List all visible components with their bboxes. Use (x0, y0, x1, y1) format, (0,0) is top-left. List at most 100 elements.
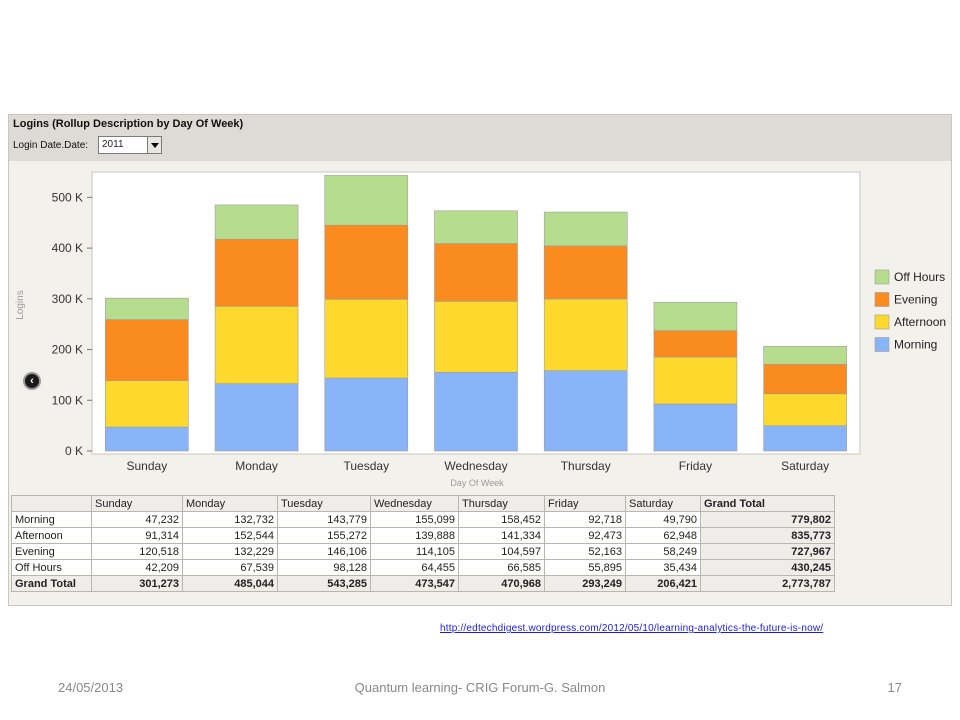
y-axis-label: Logins (15, 290, 26, 319)
y-tick-label: 400 K (52, 241, 83, 255)
bar-segment-afternoon-wednesday[interactable] (434, 301, 518, 373)
column-header[interactable]: Saturday (625, 495, 701, 512)
column-header[interactable]: Grand Total (700, 495, 835, 512)
year-select[interactable]: 2011 (98, 136, 162, 154)
bar-segment-off-hours-sunday[interactable] (105, 297, 189, 320)
row-header[interactable]: Morning (11, 511, 92, 528)
table-cell: 835,773 (700, 527, 835, 544)
table-cell: 91,314 (91, 527, 183, 544)
table-cell: 143,779 (277, 511, 371, 528)
table-cell: 206,421 (625, 575, 701, 592)
table-cell: 66,585 (458, 559, 545, 576)
x-axis: Sunday Monday Tuesday Wednesday Thursday Frid… (127, 459, 830, 473)
table-row: Morning 47,232 132,732 143,779 155,099 158,45… (11, 511, 835, 528)
column-header[interactable]: Monday (182, 495, 278, 512)
table-cell: 473,547 (370, 575, 459, 592)
bar-segment-evening-monday[interactable] (214, 238, 299, 307)
bar-segment-evening-tuesday[interactable] (324, 224, 409, 300)
table-header-row: Sunday Monday Tuesday Wednesday Thursday Frid… (11, 495, 835, 512)
legend-label: Evening (894, 293, 937, 307)
row-header[interactable]: Off Hours (11, 559, 92, 576)
x-axis-label: Day Of Week (450, 478, 504, 488)
table-cell: 293,249 (544, 575, 626, 592)
y-axis: 0 K 100 K 200 K 300 K 400 K 500 K (52, 190, 92, 458)
footer-title: Quantum learning- CRIG Forum-G. Salmon (354, 680, 606, 695)
panel-title: Logins (Rollup Description by Day Of Wee… (13, 118, 244, 130)
table-row: Evening 120,518 132,229 146,106 114,105 104,5… (11, 543, 835, 560)
row-header[interactable]: Grand Total (11, 575, 92, 592)
table-cell: 64,455 (370, 559, 459, 576)
x-tick-label: Saturday (781, 459, 829, 473)
table-cell: 2,773,787 (700, 575, 835, 592)
column-header[interactable]: Tuesday (277, 495, 371, 512)
table-cell: 98,128 (277, 559, 371, 576)
bar-segment-evening-sunday[interactable] (105, 319, 189, 382)
column-header[interactable]: Wednesday (370, 495, 459, 512)
x-tick-label: Wednesday (444, 459, 507, 473)
source-link[interactable]: http://edtechdigest.wordpress.com/2012/0… (440, 623, 824, 634)
dropdown-button[interactable] (147, 137, 161, 153)
bar-segment-off-hours-wednesday[interactable] (434, 210, 518, 244)
x-tick-label: Friday (679, 459, 712, 473)
bar-segment-off-hours-thursday[interactable] (543, 211, 628, 247)
bar-segment-afternoon-sunday[interactable] (105, 380, 189, 428)
legend-label: Afternoon (894, 315, 946, 329)
bar-segment-morning-thursday[interactable] (543, 370, 628, 452)
column-header[interactable]: Sunday (91, 495, 183, 512)
table-cell: 132,229 (182, 543, 278, 560)
table-cell: 120,518 (91, 543, 183, 560)
table-cell: 62,948 (625, 527, 701, 544)
table-cell: 470,968 (458, 575, 545, 592)
panel-header: Logins (Rollup Description by Day Of Wee… (9, 115, 951, 161)
table-cell: 132,732 (182, 511, 278, 528)
back-button[interactable]: ‹ (23, 372, 41, 390)
table-cell: 42,209 (91, 559, 183, 576)
page-number: 17 (887, 680, 902, 695)
table-cell: 92,473 (544, 527, 626, 544)
column-header[interactable] (11, 495, 92, 512)
bar-segment-afternoon-tuesday[interactable] (324, 298, 409, 379)
bar-segment-morning-tuesday[interactable] (324, 377, 409, 452)
footer-date: 24/05/2013 (58, 680, 124, 695)
bar-segment-off-hours-monday[interactable] (214, 204, 299, 240)
column-header[interactable]: Friday (544, 495, 626, 512)
legend-swatch (874, 269, 890, 285)
bar-segment-off-hours-saturday[interactable] (763, 345, 847, 365)
bar-segment-afternoon-thursday[interactable] (543, 298, 628, 371)
legend: Off Hours Evening Afternoon Morning (874, 269, 946, 352)
report-panel: Logins (Rollup Description by Day Of Wee… (8, 114, 952, 606)
bar-segment-morning-wednesday[interactable] (434, 372, 518, 452)
table-cell: 114,105 (370, 543, 459, 560)
table-cell: 727,967 (700, 543, 835, 560)
bar-segment-afternoon-saturday[interactable] (763, 393, 847, 427)
legend-swatch (874, 292, 890, 307)
table-cell: 55,895 (544, 559, 626, 576)
filter-label: Login Date.Date: (13, 140, 89, 151)
bar-segment-off-hours-friday[interactable] (653, 301, 738, 331)
bar-segment-evening-wednesday[interactable] (434, 243, 518, 302)
bar-segment-morning-saturday[interactable] (763, 425, 847, 452)
legend-label: Morning (894, 338, 937, 352)
y-tick-label: 200 K (52, 343, 83, 357)
table-row: Afternoon 91,314 152,544 155,272 139,888 141,… (11, 527, 835, 544)
bar-segment-evening-friday[interactable] (653, 330, 738, 358)
bar-segment-off-hours-tuesday[interactable] (324, 175, 409, 226)
table-cell: 52,163 (544, 543, 626, 560)
table-cell: 67,539 (182, 559, 278, 576)
bar-segment-morning-friday[interactable] (653, 403, 738, 452)
table-cell: 141,334 (458, 527, 545, 544)
bar-segment-evening-saturday[interactable] (763, 363, 847, 395)
row-header[interactable]: Afternoon (11, 527, 92, 544)
bar-segment-afternoon-monday[interactable] (214, 305, 299, 384)
row-header[interactable]: Evening (11, 543, 92, 560)
bar-segment-morning-sunday[interactable] (105, 426, 189, 452)
table-cell: 47,232 (91, 511, 183, 528)
table-cell: 139,888 (370, 527, 459, 544)
bar-segment-morning-monday[interactable] (214, 383, 299, 452)
column-header[interactable]: Thursday (458, 495, 545, 512)
table-cell: 58,249 (625, 543, 701, 560)
legend-swatch (874, 314, 890, 330)
bar-segment-afternoon-friday[interactable] (653, 356, 738, 405)
bar-segment-evening-thursday[interactable] (543, 245, 628, 300)
table-cell: 158,452 (458, 511, 545, 528)
